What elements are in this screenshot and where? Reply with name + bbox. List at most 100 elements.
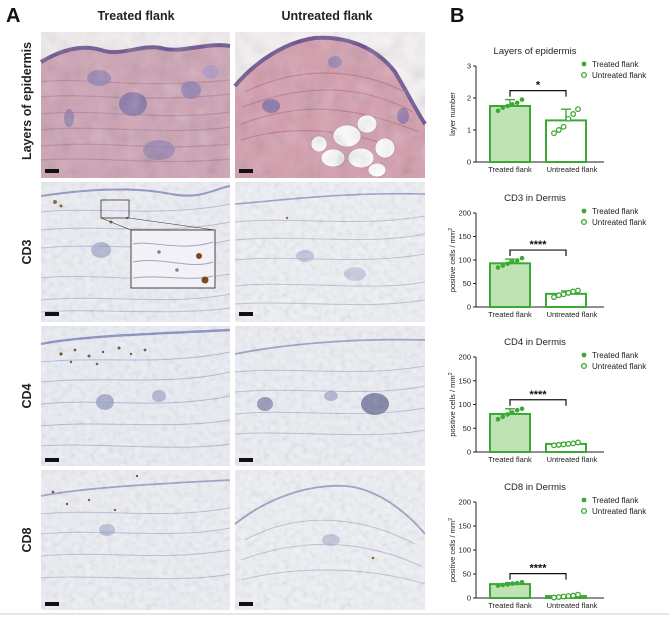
y-axis-label: positive cells / mm2 [448,372,457,436]
data-point-treated [505,103,510,109]
data-point-treated [505,412,510,417]
data-point-untreated [551,294,557,301]
y-tick-label: 200 [458,209,471,218]
data-point-untreated [555,292,562,299]
legend-marker-treated [581,61,587,67]
significance-label: **** [529,563,547,575]
data-point-untreated [570,111,577,117]
data-point-untreated [551,130,557,137]
data-point-untreated [570,288,577,295]
chart-4: CD8 in Dermis 0 50 100 150 200 positive cells … [448,482,647,610]
row-label-cd4: CD4 [20,383,34,408]
chart-title: Layers of epidermis [494,46,577,57]
legend-marker-untreated [580,71,588,79]
data-point-treated [495,108,501,114]
category-label: Untreated flank [547,310,598,319]
y-tick-label: 1 [467,126,471,135]
legend-label-untreated: Untreated flank [592,71,647,80]
y-tick-label: 200 [458,498,471,507]
data-point-treated [500,414,506,420]
data-point-treated [500,582,506,588]
y-tick-label: 100 [458,546,471,555]
legend-marker-treated [581,497,587,503]
legend-label-treated: Treated flank [592,496,639,505]
category-label: Treated flank [488,165,532,174]
data-point-treated [514,407,520,413]
y-axis-label-superscript: 2 [448,228,454,231]
data-point-untreated [575,106,581,113]
y-tick-label: 100 [458,256,471,265]
row-label-cd8: CD8 [20,527,34,552]
data-point-untreated [560,123,567,130]
significance-label: **** [529,239,547,251]
data-point-treated [510,581,515,586]
y-tick-label: 150 [458,522,471,531]
micrograph-cd3-untreated [234,182,426,322]
legend-label-treated: Treated flank [592,207,639,216]
chart-title: CD4 in Dermis [504,337,566,348]
legend-marker-untreated [580,218,588,226]
data-point-untreated [575,439,581,446]
category-label: Untreated flank [547,455,598,464]
micrograph-cd8-untreated [234,470,426,610]
y-tick-label: 50 [463,570,471,579]
legend-label-treated: Treated flank [592,60,639,69]
bar-treated [489,105,531,163]
y-tick-label: 0 [467,303,471,312]
data-point-untreated [560,441,567,448]
micrograph-cd3-treated [40,182,231,322]
data-point-treated [495,265,501,270]
data-point-treated [510,102,515,107]
data-point-untreated [565,593,572,600]
category-label: Untreated flank [547,165,598,174]
significance-bracket [509,90,567,97]
data-point-untreated [570,592,577,599]
data-point-treated [519,579,525,585]
data-point-treated [519,406,525,412]
y-axis-label: positive cells / mm2 [448,518,457,582]
category-label: Treated flank [488,601,532,610]
y-tick-label: 50 [463,424,471,433]
y-tick-label: 3 [467,62,471,71]
data-point-treated [519,255,525,261]
data-point-treated [505,582,510,587]
y-axis-label-superscript: 2 [448,518,454,521]
data-point-treated [514,100,520,106]
chart-title: CD3 in Dermis [504,193,566,204]
data-point-untreated [565,289,572,296]
chart-2: CD3 in Dermis 0 50 100 150 200 positive cells … [448,193,647,319]
column-header-untreated: Untreated flank [282,9,373,23]
y-tick-label: 100 [458,400,471,409]
category-label: Treated flank [488,310,532,319]
legend-label-treated: Treated flank [592,351,639,360]
significance-bracket [509,573,567,580]
y-tick-label: 50 [463,279,471,288]
panel-b-charts: Layers of epidermis 0 1 2 3 layer number Treat… [448,46,647,610]
y-tick-label: 150 [458,376,471,385]
data-point-untreated [565,440,572,447]
micrograph-he-untreated [233,32,427,179]
panel-b-letter: B [450,5,464,27]
row-label-cd3: CD3 [20,239,34,264]
data-point-untreated [555,441,562,448]
panel-a-letter: A [6,5,20,27]
data-point-untreated [575,287,581,294]
data-point-treated [500,263,506,268]
micrograph-cd8-treated [40,470,231,610]
category-label: Treated flank [488,455,532,464]
data-point-treated [495,416,501,422]
legend-label-untreated: Untreated flank [592,218,647,227]
legend-label-untreated: Untreated flank [592,507,647,516]
bar-treated [489,262,531,309]
y-tick-label: 200 [458,353,471,362]
category-label: Untreated flank [547,601,598,610]
data-point-treated [495,583,501,588]
data-point-untreated [551,442,557,449]
data-point-untreated [555,594,562,600]
chart-1: Layers of epidermis 0 1 2 3 layer number Treat… [448,46,647,174]
data-point-treated [505,261,510,267]
chart-3: CD4 in Dermis 0 50 100 150 200 positive cells … [448,337,647,464]
row-label-layers-of-epidermis: Layers of epidermis [20,42,34,160]
data-point-untreated [575,591,581,598]
legend-marker-untreated [580,507,588,515]
